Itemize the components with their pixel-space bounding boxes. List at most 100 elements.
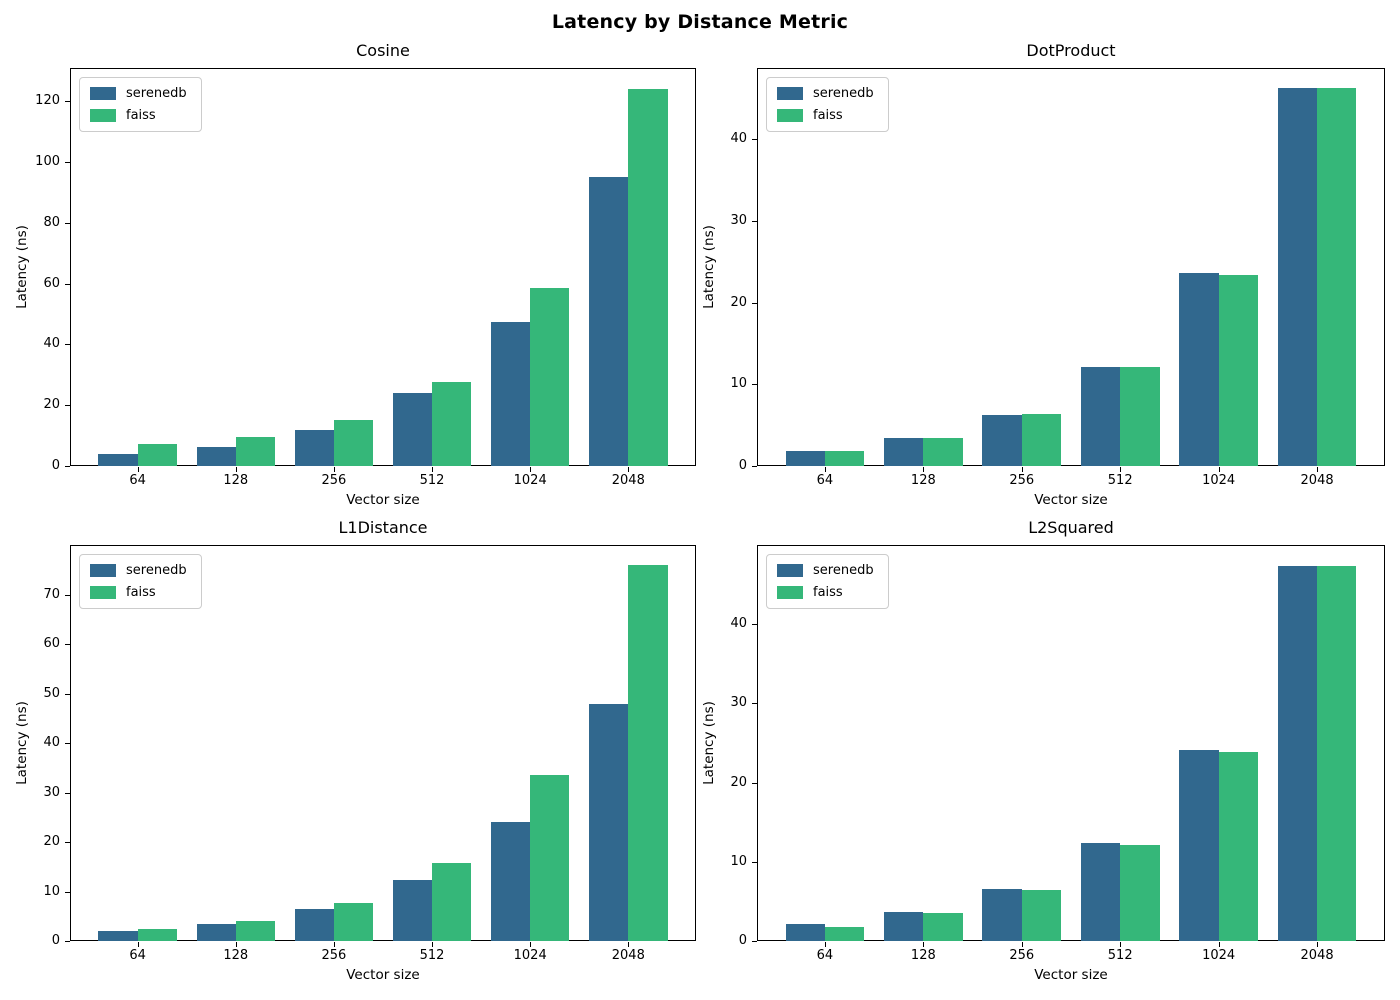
y-tick-mark [752, 302, 757, 304]
legend-swatch-serenedb [777, 87, 803, 100]
bar-faiss-256 [333, 902, 374, 941]
x-tick-mark [235, 467, 237, 472]
x-tick-label: 64 [129, 473, 146, 488]
bar-serenedb-512 [392, 879, 433, 941]
bar-faiss-512 [1120, 845, 1160, 941]
x-tick-label: 2048 [611, 948, 645, 963]
y-tick-mark [752, 220, 757, 222]
x-tick-label: 128 [910, 948, 936, 963]
y-tick-mark [752, 466, 757, 467]
y-tick-label: 0 [51, 933, 60, 948]
legend-swatch-faiss [90, 109, 116, 122]
y-tick-mark [65, 466, 70, 467]
x-tick-label: 512 [419, 948, 445, 963]
y-tick-label: 40 [43, 336, 60, 352]
x-tick-mark [333, 942, 335, 947]
x-tick-mark [628, 942, 630, 947]
legend-swatch-faiss [90, 586, 116, 599]
y-tick-mark [65, 693, 70, 695]
legend-item-serenedb: serenedb [777, 86, 874, 101]
bar-faiss-1024 [1218, 274, 1258, 466]
bar-serenedb-2048 [1277, 565, 1318, 941]
bar-serenedb-64 [785, 451, 825, 466]
y-tick-label: 60 [43, 636, 60, 651]
x-tick-mark [530, 942, 532, 947]
y-tick-mark [65, 941, 70, 942]
bar-faiss-2048 [1317, 565, 1357, 941]
x-tick-mark [1317, 467, 1319, 472]
x-tick-label: 512 [1107, 473, 1133, 488]
legend-label-faiss: faiss [813, 585, 843, 600]
y-tick-label: 80 [43, 214, 60, 230]
y-tick-label: 40 [43, 735, 60, 750]
bar-faiss-2048 [628, 564, 668, 941]
legend-label-faiss: faiss [813, 108, 843, 123]
y-tick-mark [65, 283, 70, 285]
y-tick-label: 20 [43, 834, 60, 849]
y-tick-label: 100 [35, 154, 60, 170]
x-tick-mark [235, 942, 237, 947]
bar-faiss-512 [432, 382, 472, 466]
x-tick-label: 512 [419, 473, 445, 488]
bar-serenedb-512 [392, 393, 433, 466]
y-axis-label-text: Latency (ns) [14, 701, 30, 785]
legend-item-serenedb: serenedb [90, 86, 187, 101]
bar-serenedb-1024 [1179, 750, 1219, 941]
x-tick-mark [1218, 467, 1220, 472]
legend-item-faiss: faiss [90, 585, 187, 600]
legend-item-faiss: faiss [777, 108, 874, 123]
bar-faiss-256 [333, 419, 374, 466]
y-axis-label-text: Latency (ns) [701, 225, 717, 309]
legend-item-serenedb: serenedb [777, 563, 874, 578]
x-tick-mark [432, 467, 434, 472]
y-tick-label: 0 [738, 458, 747, 473]
x-tick-mark [628, 467, 630, 472]
x-tick-mark [1218, 942, 1220, 947]
x-tick-mark [333, 467, 335, 472]
bar-serenedb-256 [982, 415, 1022, 466]
y-tick-label: 50 [43, 685, 60, 701]
figure-title: Latency by Distance Metric [551, 11, 849, 33]
bar-serenedb-64 [98, 930, 138, 941]
bar-faiss-512 [432, 862, 472, 941]
y-tick-label: 60 [43, 275, 60, 291]
x-tick-mark [1120, 467, 1122, 472]
y-tick-mark [65, 405, 70, 407]
y-tick-label: 30 [730, 212, 747, 228]
bar-faiss-1024 [1218, 751, 1258, 941]
bar-serenedb-1024 [490, 321, 531, 466]
x-tick-label: 2048 [611, 473, 645, 488]
bar-faiss-256 [1021, 890, 1062, 941]
y-tick-label: 30 [43, 784, 60, 800]
bar-faiss-512 [1120, 367, 1160, 466]
bar-faiss-2048 [628, 88, 668, 466]
x-tick-mark [1021, 942, 1023, 947]
x-tick-mark [923, 942, 925, 947]
x-tick-label: 2048 [1300, 948, 1334, 963]
bar-serenedb-128 [196, 446, 236, 466]
bar-serenedb-128 [883, 438, 924, 466]
legend-cosine: serenedb faiss [79, 77, 202, 132]
legend-swatch-serenedb [777, 564, 803, 577]
bar-serenedb-2048 [589, 176, 629, 466]
x-axis-label-l1distance: Vector size [346, 967, 420, 983]
x-tick-mark [137, 467, 139, 472]
x-tick-label: 128 [910, 473, 936, 488]
axes-title-l1distance: L1Distance [338, 518, 428, 537]
bar-serenedb-256 [294, 429, 334, 466]
axes-title-dotproduct: DotProduct [1026, 41, 1116, 60]
y-tick-label: 10 [730, 853, 747, 869]
y-tick-label: 40 [730, 616, 747, 632]
bar-faiss-1024 [530, 775, 570, 941]
y-tick-mark [65, 594, 70, 596]
legend-swatch-serenedb [90, 564, 116, 577]
bar-serenedb-64 [98, 454, 138, 466]
y-tick-mark [752, 139, 757, 141]
legend-swatch-faiss [777, 109, 803, 122]
y-tick-mark [65, 222, 70, 224]
y-tick-label: 20 [730, 294, 747, 310]
axes-title-cosine: Cosine [356, 41, 410, 60]
x-tick-label: 1024 [513, 473, 547, 488]
x-tick-label: 1024 [513, 948, 547, 963]
x-tick-label: 512 [1107, 948, 1133, 963]
